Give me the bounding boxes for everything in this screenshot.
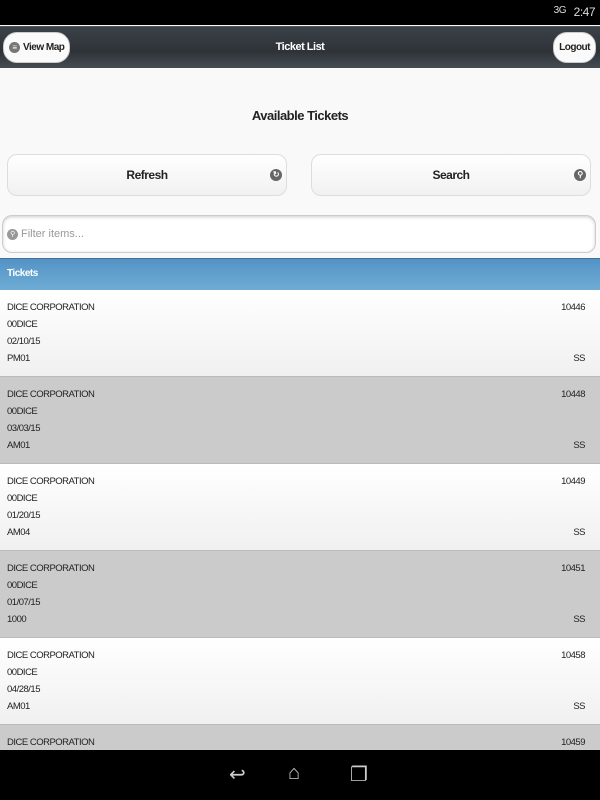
ticket-row[interactable]: DICE CORPORATION 00DICE 01/07/15 1000 10451 S…	[0, 551, 600, 638]
ticket-number: 10458	[561, 650, 585, 661]
code: 00DICE	[7, 319, 38, 330]
zone: AM01	[7, 701, 30, 712]
ticket-row[interactable]: DICE CORPORATION 00DICE 02/10/15 PM01 10446 S…	[0, 290, 600, 377]
clock: 2:47	[573, 5, 596, 19]
logout-button[interactable]: Logout	[553, 32, 596, 63]
zone: 1000	[7, 614, 27, 625]
ticket-number: 10448	[561, 389, 585, 400]
home-icon[interactable]: ⌂	[288, 762, 300, 784]
ticket-row[interactable]: DICE CORPORATION 00DICE 04/28/15 AM01 10458 S…	[0, 638, 600, 725]
refresh-icon: ↻	[270, 169, 282, 181]
date: 04/28/15	[7, 684, 40, 695]
company: DICE CORPORATION	[7, 650, 95, 661]
code: 00DICE	[7, 667, 38, 678]
ticket-row[interactable]: DICE CORPORATION 00DICE 01/20/15 AM04 10449 S…	[0, 464, 600, 551]
filter-input[interactable]	[21, 228, 581, 240]
company: DICE CORPORATION	[7, 563, 95, 574]
date: 03/03/15	[7, 423, 40, 434]
search-icon: ⚲	[574, 169, 586, 181]
grid-icon: ≡	[9, 42, 20, 53]
tech: SS	[573, 353, 585, 364]
ticket-number: 10459	[561, 737, 585, 748]
signal-battery-icon: 3G	[553, 5, 567, 16]
logout-label: Logout	[559, 42, 590, 53]
tickets-divider: Tickets	[0, 258, 600, 290]
ticket-row[interactable]: DICE CORPORATION 00DICE 03/03/15 AM01 10448 S…	[0, 377, 600, 464]
company: DICE CORPORATION	[7, 737, 95, 748]
filter-field[interactable]: ⚲	[2, 215, 596, 253]
ticket-list[interactable]: DICE CORPORATION 00DICE 02/10/15 PM01 10446 S…	[0, 290, 600, 750]
search-button[interactable]: Search ⚲	[311, 154, 591, 196]
tech: SS	[573, 440, 585, 451]
search-icon: ⚲	[7, 228, 18, 240]
android-nav-bar: ↩ ⌂ ❐	[0, 750, 600, 800]
code: 00DICE	[7, 493, 38, 504]
view-map-label: View Map	[23, 42, 65, 53]
refresh-button[interactable]: Refresh ↻	[7, 154, 287, 196]
available-tickets-heading: Available Tickets	[251, 108, 349, 123]
search-label: Search	[432, 168, 470, 182]
company: DICE CORPORATION	[7, 389, 95, 400]
tech: SS	[573, 614, 585, 625]
ticket-row[interactable]: DICE CORPORATION 10459	[0, 725, 600, 750]
company: DICE CORPORATION	[7, 302, 95, 313]
page-title: Ticket List	[275, 41, 325, 53]
zone: PM01	[7, 353, 30, 364]
zone: AM04	[7, 527, 30, 538]
company: DICE CORPORATION	[7, 476, 95, 487]
recent-apps-icon[interactable]: ❐	[350, 764, 368, 786]
ticket-number: 10451	[561, 563, 585, 574]
header-bar: ≡ View Map Ticket List Logout	[0, 26, 600, 68]
ticket-number: 10446	[561, 302, 585, 313]
status-bar: 3G 2:47	[0, 0, 600, 25]
view-map-button[interactable]: ≡ View Map	[3, 32, 71, 63]
date: 01/07/15	[7, 597, 40, 608]
back-icon[interactable]: ↩	[229, 764, 246, 786]
code: 00DICE	[7, 580, 38, 591]
refresh-label: Refresh	[126, 168, 168, 182]
ticket-number: 10449	[561, 476, 585, 487]
date: 02/10/15	[7, 336, 40, 347]
date: 01/20/15	[7, 510, 40, 521]
code: 00DICE	[7, 406, 38, 417]
zone: AM01	[7, 440, 30, 451]
tech: SS	[573, 701, 585, 712]
tech: SS	[573, 527, 585, 538]
